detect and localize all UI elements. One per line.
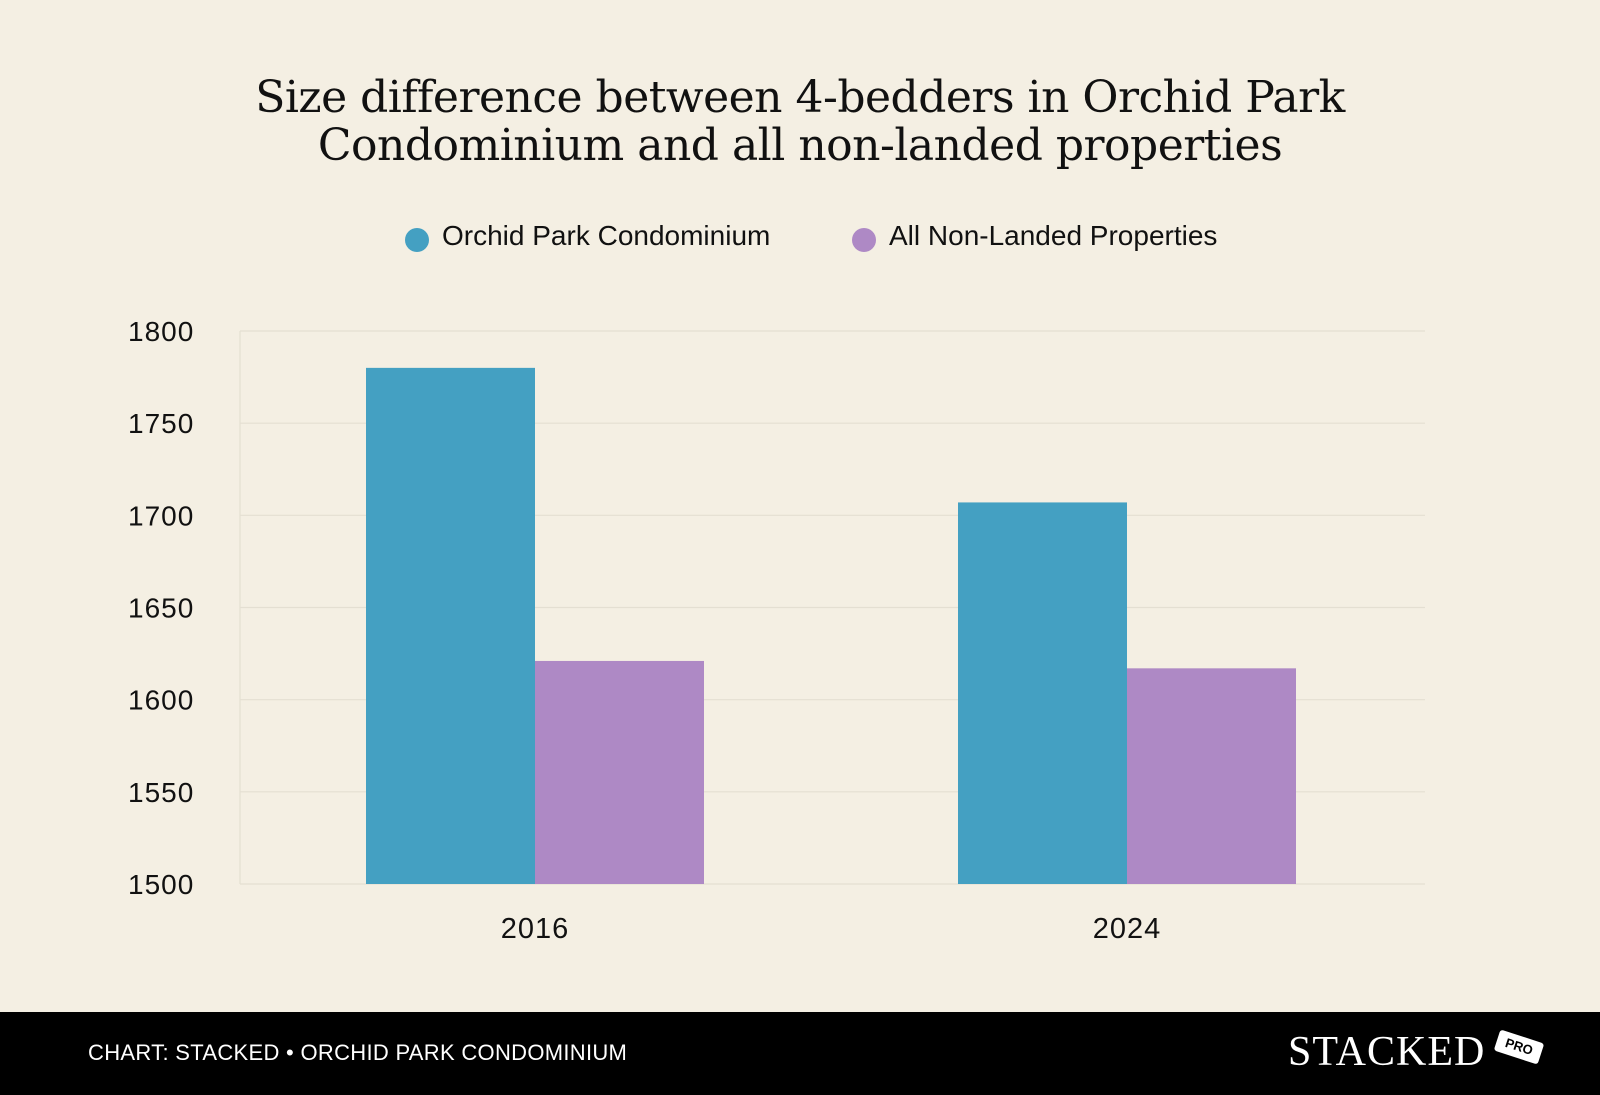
bar-chart: 1800 1750 1700 1650 1600 1550 1500 2016 2024 Orch… [128,220,1425,945]
logo-pro-badge: PRO [1493,1029,1545,1065]
legend-marker [405,228,429,252]
logo-wordmark: STACKED [1288,1029,1486,1075]
y-tick-label: 1750 [128,408,194,439]
x-tick-label: 2024 [1093,913,1162,945]
chart-source: CHART: STACKED • ORCHID PARK CONDOMINIUM [88,1040,628,1065]
chart-title-line-1: Size difference between 4-bedders in Orc… [255,72,1345,123]
legend-label: All Non-Landed Properties [889,220,1217,251]
bar-orchid-park-2016 [366,367,535,884]
chart-title: Size difference between 4-bedders in Orc… [200,74,1400,170]
footer-bar: CHART: STACKED • ORCHID PARK CONDOMINIUM… [0,1012,1600,1095]
bar-orchid-park-2024 [958,502,1127,884]
y-tick-label: 1650 [128,593,194,624]
y-tick-label: 1550 [128,777,194,808]
y-tick-label: 1600 [128,685,194,716]
chart-title-line-2: Condominium and all non-landed propertie… [317,120,1283,171]
bar-all-non-landed-2016 [535,660,704,884]
bar-all-non-landed-2024 [1127,668,1296,884]
legend-marker [852,228,876,252]
x-tick-label: 2016 [501,913,570,945]
legend-label: Orchid Park Condominium [442,220,770,251]
y-tick-label: 1800 [128,316,194,347]
y-tick-label: 1700 [128,500,194,531]
y-tick-label: 1500 [128,869,194,900]
